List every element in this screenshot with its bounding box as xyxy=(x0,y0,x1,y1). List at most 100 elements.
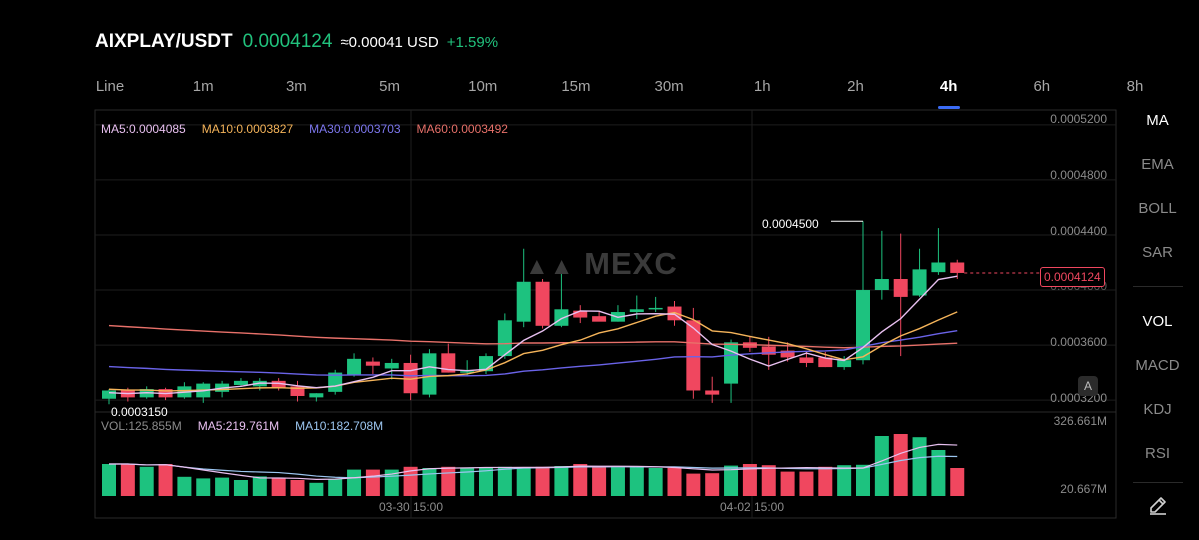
tab-1h[interactable]: 1h xyxy=(753,78,771,95)
volume-bar xyxy=(460,468,475,496)
overlay-sar[interactable]: SAR xyxy=(1142,244,1173,261)
pencil-icon[interactable] xyxy=(1147,494,1169,516)
time-tick: 04-02 15:00 xyxy=(719,500,785,514)
ma60-line xyxy=(108,324,958,349)
volume-bar xyxy=(102,464,116,496)
volume-bar xyxy=(573,464,588,496)
volume-bar xyxy=(592,467,607,496)
volume-bar xyxy=(120,464,135,496)
usd-price: ≈0.00041 USD xyxy=(340,34,439,51)
price-tick: 0.0004400 xyxy=(1050,224,1107,238)
volume-bar xyxy=(705,473,720,496)
vol-ma5-value: MA5:219.761M xyxy=(197,419,280,433)
vol-ma10-value: MA10:182.708M xyxy=(295,419,384,433)
volume-bar xyxy=(290,480,305,496)
candle-body xyxy=(233,380,248,385)
tab-10m[interactable]: 10m xyxy=(468,78,498,95)
volume-bar xyxy=(252,476,267,496)
tab-15m[interactable]: 15m xyxy=(561,78,591,95)
tab-6h[interactable]: 6h xyxy=(1033,78,1051,95)
candle-body xyxy=(516,281,531,322)
tab-1m[interactable]: 1m xyxy=(192,78,214,95)
interval-tabs: Line 1m 3m 5m 10m 15m 30m 1h 2h 4h 6h 8h xyxy=(95,76,1155,109)
volume-bar xyxy=(912,437,927,496)
ma30-value: MA30:0.0003703 xyxy=(309,122,401,136)
pair-name[interactable]: AIXPLAY/USDT xyxy=(95,31,233,52)
candle-body xyxy=(497,320,512,357)
auto-scale-button[interactable]: A xyxy=(1078,376,1098,396)
volume-bar xyxy=(667,468,682,496)
volume-bar xyxy=(177,476,192,496)
overlay-ma[interactable]: MA xyxy=(1146,112,1169,129)
volume-bar xyxy=(837,465,852,496)
candle-body xyxy=(931,262,946,273)
candle-body xyxy=(441,353,456,373)
volume-bar xyxy=(403,466,418,496)
volume-tick: 20.667M xyxy=(1060,482,1107,496)
tab-30m[interactable]: 30m xyxy=(654,78,684,95)
candle-body xyxy=(686,320,701,391)
candle-body xyxy=(629,309,644,313)
tab-8h[interactable]: 8h xyxy=(1126,78,1144,95)
indicator-rsi[interactable]: RSI xyxy=(1144,445,1170,462)
volume-bar xyxy=(950,468,965,496)
candle-body xyxy=(384,362,399,369)
tab-5m[interactable]: 5m xyxy=(379,78,400,95)
volume-bar xyxy=(554,466,569,496)
ma60-value: MA60:0.0003492 xyxy=(416,122,508,136)
candle-body xyxy=(309,393,324,398)
volume-bar xyxy=(365,469,380,496)
candle-body xyxy=(422,353,437,395)
candle-body xyxy=(874,279,889,291)
candle-body xyxy=(856,290,870,361)
candle-body xyxy=(780,350,795,358)
candle-body xyxy=(460,371,475,373)
indicator-kdj[interactable]: KDJ xyxy=(1143,401,1172,418)
candle-body xyxy=(648,307,663,310)
volume-bar xyxy=(610,467,625,496)
volume-bar xyxy=(761,465,776,496)
volume-bar xyxy=(629,467,644,496)
price-tick: 0.0003600 xyxy=(1050,335,1107,349)
volume-bar xyxy=(441,466,456,496)
candle-body xyxy=(290,386,305,396)
ma5-value: MA5:0.0004085 xyxy=(101,122,186,136)
volume-legend: VOL:125.855M MA5:219.761M MA10:182.708M xyxy=(101,419,383,433)
volume-bar xyxy=(516,467,531,496)
volume-bar xyxy=(742,464,757,496)
volume-bar xyxy=(799,471,814,496)
max-price-label: 0.0004500 xyxy=(762,217,819,231)
ma10-line xyxy=(108,311,958,392)
overlay-boll[interactable]: BOLL xyxy=(1138,200,1177,217)
overlay-ema[interactable]: EMA xyxy=(1141,156,1174,173)
volume-bar xyxy=(648,468,663,496)
min-price-label: 0.0003150 xyxy=(111,405,168,419)
volume-bar xyxy=(422,468,437,496)
volume-bar xyxy=(893,434,908,496)
volume-bar xyxy=(158,464,173,496)
tab-2h[interactable]: 2h xyxy=(847,78,864,95)
volume-bar xyxy=(347,469,362,496)
ma5-line xyxy=(108,275,958,395)
vol-ma5-line xyxy=(109,443,958,480)
candle-body xyxy=(535,281,550,326)
tab-4h[interactable]: 4h xyxy=(939,78,958,95)
indicator-macd[interactable]: MACD xyxy=(1135,357,1180,374)
candle-body xyxy=(271,380,286,388)
volume-bar xyxy=(309,482,324,496)
volume-bar xyxy=(271,477,286,496)
price-change: +1.59% xyxy=(446,34,499,51)
indicator-vol[interactable]: VOL xyxy=(1142,313,1173,330)
volume-bar xyxy=(215,477,230,496)
tab-line[interactable]: Line xyxy=(95,78,125,95)
ma30-line xyxy=(108,330,958,377)
candle-body xyxy=(573,310,588,318)
sidebar-divider xyxy=(1133,286,1183,287)
price-tick: 0.0005200 xyxy=(1050,112,1107,126)
tab-3m[interactable]: 3m xyxy=(285,78,307,95)
chart-frame xyxy=(94,109,1117,519)
ticker-header: AIXPLAY/USDT 0.0004124 ≈0.00041 USD +1.5… xyxy=(95,31,498,57)
candle-body xyxy=(724,342,739,384)
volume-tick: 326.661M xyxy=(1053,414,1107,428)
